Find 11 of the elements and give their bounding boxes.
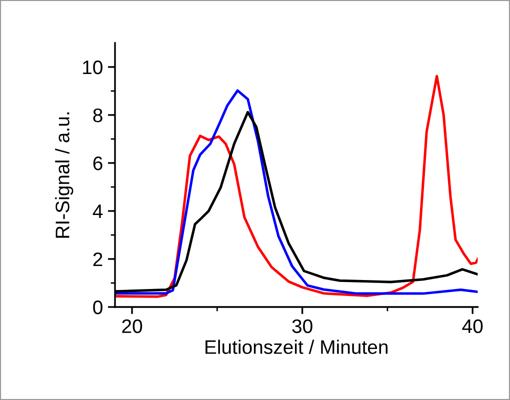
y-tick-label: 0 <box>93 300 102 314</box>
y-tick-label: 6 <box>93 156 102 170</box>
y-tick-label: 2 <box>93 252 102 266</box>
x-axis-title: Elutionszeit / Minuten <box>206 340 388 354</box>
y-tick-label: 8 <box>93 108 102 122</box>
x-tick-label: 30 <box>292 319 312 334</box>
x-tick-label: 20 <box>122 319 142 334</box>
x-tick-label: 40 <box>462 319 483 334</box>
y-axis-title: RI-Signal / a.u. <box>55 112 74 238</box>
y-tick-label: 10 <box>83 60 102 74</box>
y-tick-label: 4 <box>92 204 103 218</box>
